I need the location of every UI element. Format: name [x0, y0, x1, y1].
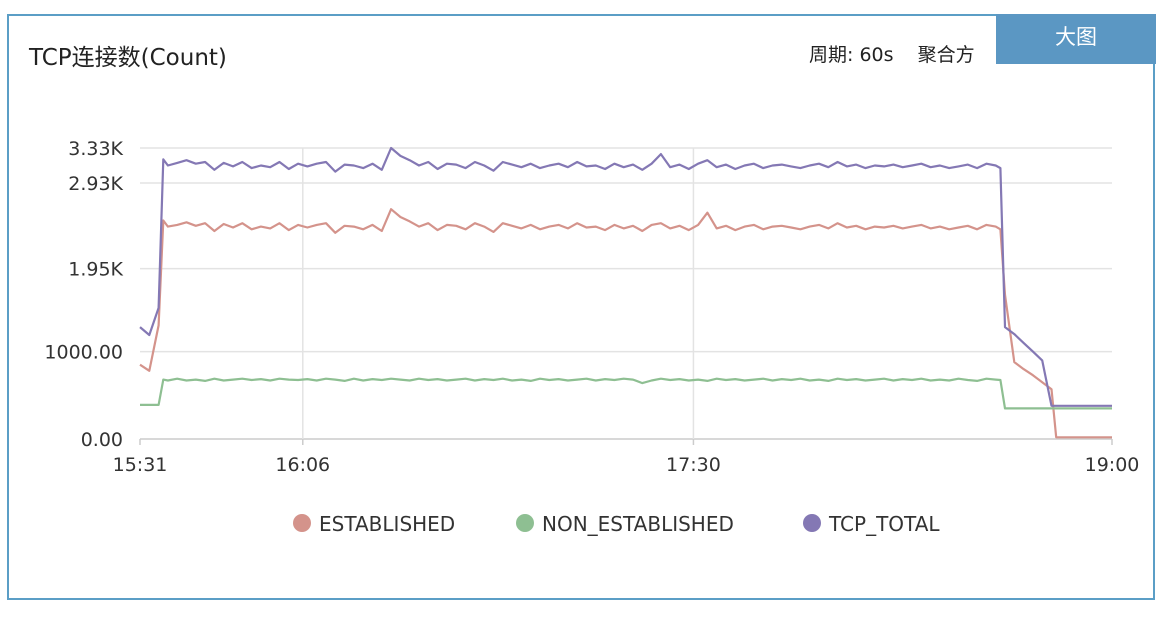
y-tick-label-0: 0.00: [81, 429, 123, 451]
x-tick-label-3: 19:00: [1085, 454, 1140, 476]
x-tick-label-1: 16:06: [275, 454, 330, 476]
y-tick-label-1: 1000.00: [44, 342, 123, 364]
series-line-non-established: [140, 377, 1112, 410]
legend-marker-2: [803, 514, 821, 532]
chart-title: TCP连接数(Count): [29, 45, 227, 71]
y-tick-label-3: 2.93K: [68, 173, 123, 195]
aggregation-label[interactable]: 聚合方: [917, 44, 975, 66]
legend-label-0: ESTABLISHED: [319, 512, 455, 536]
big-chart-button[interactable]: 大图: [996, 14, 1156, 64]
legend-label-1: NON_ESTABLISHED: [542, 512, 734, 536]
y-tick-label-2: 1.95K: [68, 259, 123, 281]
legend-marker-1: [516, 514, 534, 532]
x-tick-label-2: 17:30: [666, 454, 721, 476]
chart-meta: 周期: 60s 聚合方: [809, 40, 993, 67]
period-label: 周期: 60s: [809, 44, 894, 66]
chart-panel: TCP连接数(Count) 周期: 60s 聚合方 大图: [7, 14, 1156, 600]
legend-label-2: TCP_TOTAL: [828, 512, 940, 536]
y-tick-label-4: 3.33K: [68, 138, 123, 160]
series-line-tcp-total: [139, 146, 1112, 407]
x-tick-label-0: 15:31: [113, 454, 168, 476]
series-line-established: [139, 208, 1112, 439]
legend-marker-0: [293, 514, 311, 532]
